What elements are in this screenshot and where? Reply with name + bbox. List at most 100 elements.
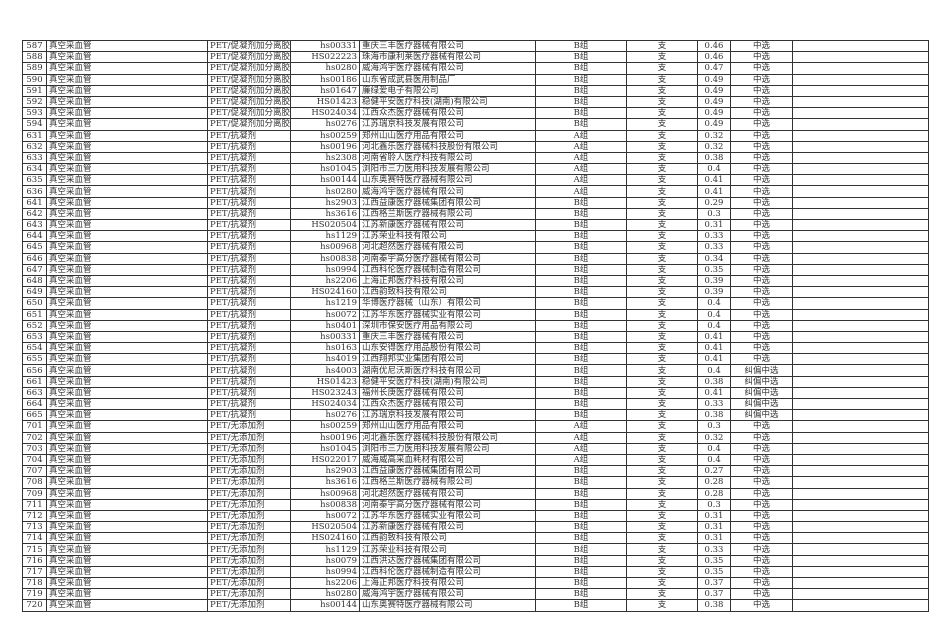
product-code: hs00968 — [290, 487, 360, 500]
remarks-cell — [792, 163, 929, 176]
selection-status: 中选 — [730, 163, 793, 176]
table-row: 587 真空采血管 PET/促凝剂加分离胶 hs00331 重庆三丰医疗器械有限公司 B组… — [22, 39, 929, 53]
specification: PET/无添加剂 — [207, 498, 291, 511]
product-name: 真空采血管 — [46, 196, 208, 209]
product-code: hs00259 — [290, 129, 360, 142]
price: 0.31 — [697, 521, 731, 534]
table-row: 647 真空采血管 PET/抗凝剂 hs0994 江西科伦医疗器械制造有限公司 B组支 0.… — [22, 263, 929, 276]
specification: PET/促凝剂加分离胶 — [207, 51, 291, 64]
specification: PET/无添加剂 — [207, 453, 291, 467]
product-code: hs00838 — [290, 498, 360, 511]
unit: 支 — [626, 353, 698, 366]
group: B组 — [535, 509, 627, 523]
row-number: 587 — [22, 39, 47, 53]
product-name: 真空采血管 — [46, 588, 208, 601]
unit: 支 — [626, 476, 698, 489]
row-number: 719 — [22, 588, 47, 601]
specification: PET/无添加剂 — [207, 554, 291, 567]
row-number: 655 — [22, 353, 47, 366]
product-code: HS020504 — [290, 218, 360, 232]
company-name: 江西科伦医疗器械制造有限公司 — [359, 565, 536, 579]
specification: PET/促凝剂加分离胶 — [207, 107, 291, 120]
specification: PET/抗凝剂 — [207, 174, 291, 187]
row-number: 718 — [22, 576, 47, 590]
selection-status: 中选 — [730, 241, 793, 254]
company-name: 江西格兰斯医疗器械有限公司 — [359, 476, 536, 489]
selection-status: 中选 — [730, 95, 793, 109]
group: B组 — [535, 218, 627, 232]
table-row: 593 真空采血管 PET/促凝剂加分离胶 HS024034 江西众杰医疗器械有限公司 B… — [22, 107, 929, 120]
company-name: 江西格兰斯医疗器械有限公司 — [359, 207, 536, 221]
selection-status: 中选 — [730, 498, 793, 511]
remarks-cell — [792, 576, 929, 590]
company-name: 山东安得医疗用品股份有限公司 — [359, 342, 536, 355]
remarks-cell — [792, 218, 929, 232]
row-number: 592 — [22, 95, 47, 109]
product-code: hs0276 — [290, 118, 360, 131]
row-number: 661 — [22, 375, 47, 388]
specification: PET/促凝剂加分离胶 — [207, 95, 291, 109]
product-code: hs0163 — [290, 342, 360, 355]
table-row: 631 真空采血管 PET/抗凝剂 hs00259 郑州山山医疗用品有限公司 A组支 0.3… — [22, 129, 929, 142]
unit: 支 — [626, 230, 698, 243]
remarks-cell — [792, 554, 929, 567]
price: 0.49 — [697, 73, 731, 86]
remarks-cell — [792, 465, 929, 478]
company-name: 江西科伦医疗器械制造有限公司 — [359, 263, 536, 276]
row-number: 635 — [22, 174, 47, 187]
group: B组 — [535, 297, 627, 310]
specification: PET/抗凝剂 — [207, 263, 291, 276]
row-number: 711 — [22, 498, 47, 511]
company-name: 江苏华东医疗器械实业有限公司 — [359, 509, 536, 523]
specification: PET/抗凝剂 — [207, 129, 291, 142]
remarks-cell — [792, 151, 929, 165]
price: 0.34 — [697, 252, 731, 265]
unit: 支 — [626, 431, 698, 444]
row-number: 594 — [22, 118, 47, 131]
unit: 支 — [626, 498, 698, 511]
price: 0.41 — [697, 342, 731, 355]
row-number: 636 — [22, 185, 47, 198]
product-code: hs2903 — [290, 465, 360, 478]
company-name: 江西众杰医疗器械有限公司 — [359, 397, 536, 411]
row-number: 589 — [22, 62, 47, 75]
group: A组 — [535, 140, 627, 153]
product-name: 真空采血管 — [46, 297, 208, 310]
group: A组 — [535, 185, 627, 198]
company-name: 山东奥赛特医疗器械有限公司 — [359, 599, 536, 612]
company-name: 江西洪达医疗器械集团有限公司 — [359, 554, 536, 567]
product-code: hs00838 — [290, 252, 360, 265]
price: 0.4 — [697, 364, 731, 377]
specification: PET/促凝剂加分离胶 — [207, 62, 291, 75]
selection-status: 中选 — [730, 565, 793, 579]
product-code: hs00331 — [290, 39, 360, 53]
remarks-cell — [792, 431, 929, 444]
group: B组 — [535, 599, 627, 612]
row-number: 709 — [22, 487, 47, 500]
selection-status: 中选 — [730, 129, 793, 142]
table-row: 703 真空采血管 PET/无添加剂 hs01045 浏阳市三力医用科技发展有限公司 A组… — [22, 442, 929, 455]
selection-status: 中选 — [730, 554, 793, 567]
remarks-cell — [792, 509, 929, 523]
row-number: 653 — [22, 330, 47, 344]
remarks-cell — [792, 39, 929, 53]
unit: 支 — [626, 308, 698, 321]
product-code: hs00196 — [290, 431, 360, 444]
unit: 支 — [626, 442, 698, 455]
product-code: hs0079 — [290, 554, 360, 567]
remarks-cell — [792, 487, 929, 500]
product-name: 真空采血管 — [46, 185, 208, 198]
product-name: 真空采血管 — [46, 565, 208, 579]
table-row: 712 真空采血管 PET/无添加剂 hs0072 江苏华东医疗器械实业有限公司 B组支 0… — [22, 509, 929, 523]
company-name: 稳健平安医疗科技(湖南)有限公司 — [359, 375, 536, 388]
specification: PET/无添加剂 — [207, 565, 291, 579]
price: 0.33 — [697, 543, 731, 556]
table-row: 632 真空采血管 PET/抗凝剂 hs00196 河北鑫乐医疗器械科技股份有限公司 A组… — [22, 140, 929, 153]
procurement-results-table: 587 真空采血管 PET/促凝剂加分离胶 hs00331 重庆三丰医疗器械有限公司 B组… — [22, 39, 929, 612]
product-code: hs00259 — [290, 420, 360, 433]
table-row: 588 真空采血管 PET/促凝剂加分离胶 HS022223 珠海市康利莱医疗器械有限公… — [22, 51, 929, 64]
selection-status: 纠偏中选 — [730, 386, 793, 400]
company-name: 珠海市康利莱医疗器械有限公司 — [359, 51, 536, 64]
company-name: 威海鸿宇医疗器械有限公司 — [359, 62, 536, 75]
table-row: 653 真空采血管 PET/抗凝剂 hs00331 重庆三丰医疗器械有限公司 B组支 0.4… — [22, 330, 929, 344]
